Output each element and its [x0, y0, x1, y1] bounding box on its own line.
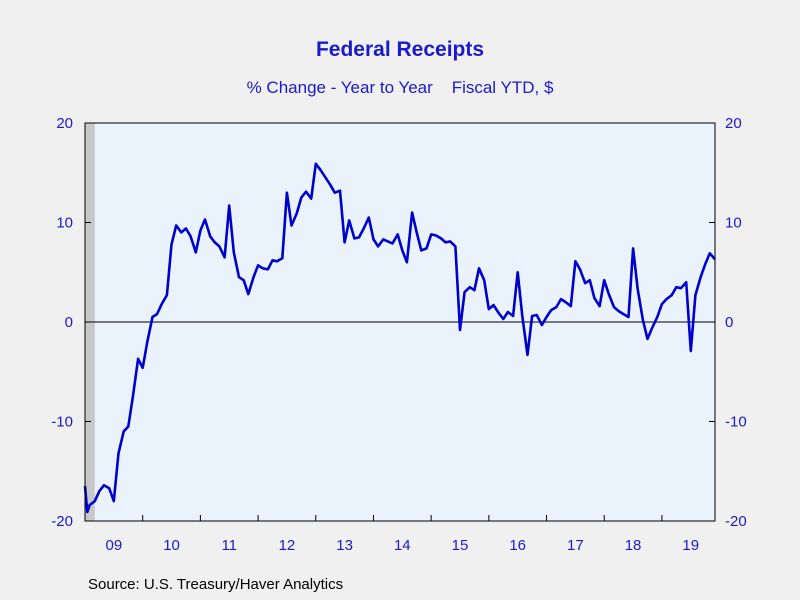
series-line	[83, 162, 716, 514]
y-tick-label-right: 20	[725, 115, 742, 132]
y-tick-label-right: 0	[725, 314, 733, 331]
x-tick-label: 10	[163, 537, 180, 554]
chart-subtitle: % Change - Year to Year Fiscal YTD, $	[246, 78, 554, 97]
x-tick-label: 17	[567, 537, 584, 554]
x-tick-label: 16	[509, 537, 526, 554]
y-tick-label-left: -20	[51, 513, 73, 530]
y-tick-label-left: 0	[65, 314, 73, 331]
y-tick-label-left: 10	[56, 215, 73, 232]
x-tick-label: 09	[106, 537, 123, 554]
x-tick-label: 18	[625, 537, 642, 554]
x-tick-label: 11	[221, 537, 237, 554]
x-tick-label: 14	[394, 537, 411, 554]
y-tick-label-right: -10	[725, 414, 747, 431]
x-tick-label: 13	[336, 537, 353, 554]
x-tick-label: 12	[279, 537, 296, 554]
y-tick-label-right: -20	[725, 513, 747, 530]
source-note: Source: U.S. Treasury/Haver Analytics	[88, 576, 344, 593]
x-tick-label: 19	[682, 537, 699, 554]
y-tick-label-right: 10	[725, 215, 742, 232]
chart-title: Federal Receipts	[315, 38, 485, 61]
x-tick-label: 15	[452, 537, 469, 554]
y-tick-label-left: -10	[51, 414, 73, 431]
plot-border	[84, 122, 716, 522]
y-tick-label-left: 20	[56, 115, 73, 132]
